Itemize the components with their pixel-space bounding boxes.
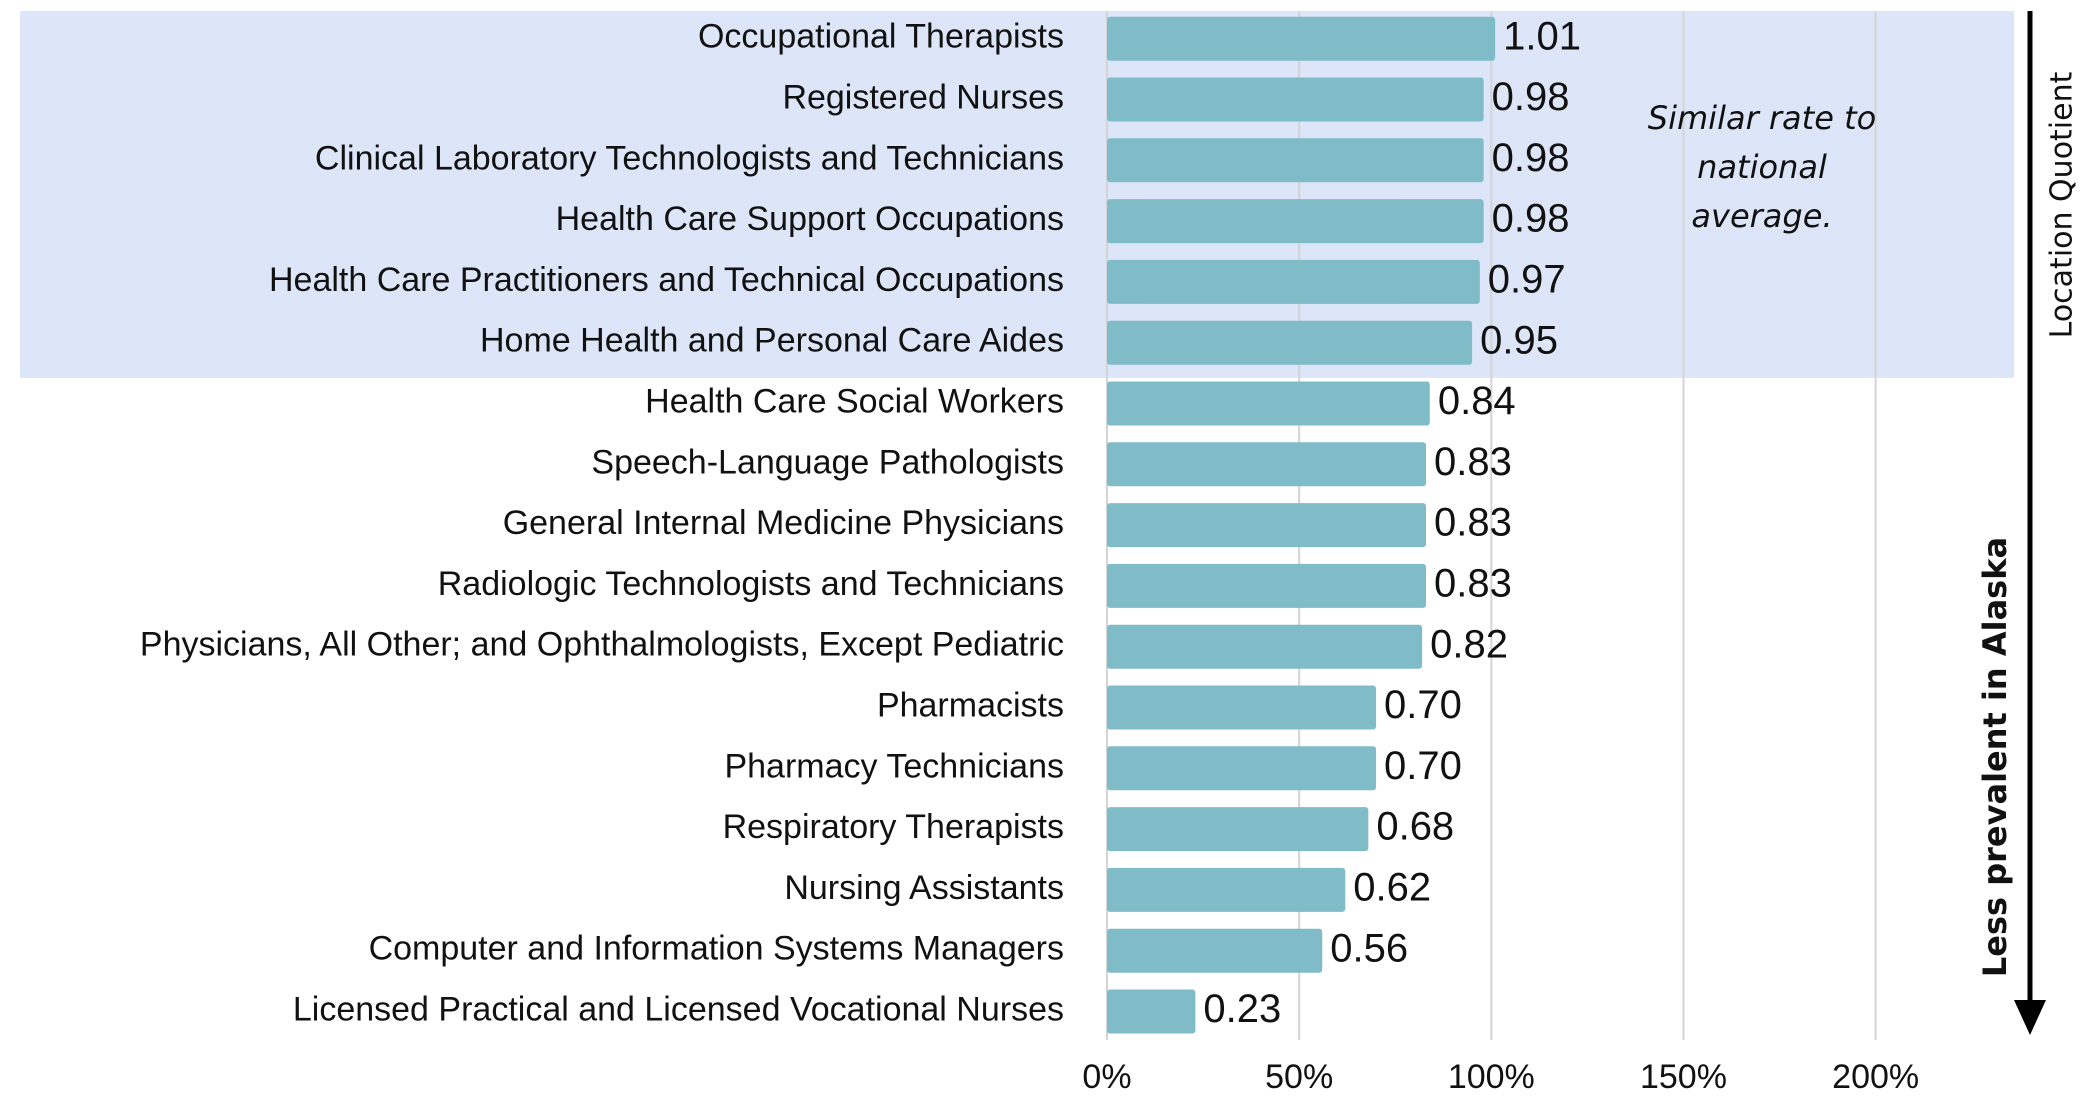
value-label: 0.84 [1438, 379, 1516, 423]
category-label: Health Care Support Occupations [556, 200, 1064, 238]
bar [1107, 320, 1473, 365]
category-label: Pharmacists [877, 686, 1064, 724]
bar [1107, 381, 1430, 426]
value-label: 0.83 [1434, 501, 1512, 545]
category-label: Speech-Language Pathologists [591, 443, 1064, 481]
category-label: Licensed Practical and Licensed Vocation… [293, 990, 1064, 1028]
category-label: Health Care Social Workers [645, 382, 1064, 420]
bar [1107, 259, 1480, 304]
value-label: 0.95 [1480, 318, 1558, 362]
value-label: 0.98 [1492, 75, 1570, 119]
value-label: 0.70 [1384, 683, 1462, 727]
value-label: 0.83 [1434, 440, 1512, 484]
value-label: 0.98 [1492, 136, 1570, 180]
value-label: 0.23 [1203, 987, 1281, 1031]
category-label: Pharmacy Technicians [724, 747, 1064, 785]
category-label: Nursing Assistants [784, 869, 1064, 907]
x-tick-label: 100% [1448, 1058, 1535, 1096]
bar [1107, 442, 1426, 487]
category-label: General Internal Medicine Physicians [503, 504, 1064, 542]
value-label: 0.98 [1492, 197, 1570, 241]
value-label: 0.97 [1488, 257, 1566, 301]
annotation: average. [1691, 197, 1832, 235]
bar [1107, 867, 1346, 912]
bar [1107, 503, 1426, 548]
annotation: national [1697, 148, 1827, 186]
bar [1107, 77, 1484, 122]
bar [1107, 624, 1423, 669]
category-label: Occupational Therapists [698, 18, 1064, 56]
bar [1107, 807, 1369, 852]
arrow-label: Less prevalent in Alaska [1976, 537, 2014, 977]
value-label: 0.70 [1384, 744, 1462, 788]
category-label: Computer and Information Systems Manager… [369, 930, 1064, 968]
value-label: 1.01 [1503, 14, 1581, 58]
bar [1107, 928, 1323, 973]
value-label: 0.68 [1376, 805, 1454, 849]
bar [1107, 563, 1426, 608]
value-label: 0.82 [1430, 622, 1508, 666]
value-label: 0.56 [1330, 926, 1408, 970]
x-tick-label: 0% [1082, 1058, 1131, 1096]
highlight-band [20, 11, 2014, 378]
category-label: Respiratory Therapists [723, 808, 1064, 846]
bar [1107, 989, 1196, 1034]
bar [1107, 685, 1377, 730]
value-label: 0.62 [1353, 865, 1431, 909]
category-label: Health Care Practitioners and Technical … [269, 261, 1064, 299]
category-label: Radiologic Technologists and Technicians [438, 565, 1064, 603]
category-label: Clinical Laboratory Technologists and Te… [315, 139, 1064, 177]
bar [1107, 138, 1484, 183]
x-tick-label: 50% [1265, 1058, 1333, 1096]
axis-note: Location Quotient [2045, 71, 2080, 338]
bar [1107, 746, 1377, 791]
category-label: Home Health and Personal Care Aides [480, 322, 1064, 360]
bar [1107, 199, 1484, 244]
category-label: Registered Nurses [782, 78, 1064, 116]
bar [1107, 16, 1496, 61]
category-label: Physicians, All Other; and Ophthalmologi… [140, 626, 1064, 664]
x-tick-label: 200% [1832, 1058, 1919, 1096]
x-tick-label: 150% [1640, 1058, 1727, 1096]
value-label: 0.83 [1434, 561, 1512, 605]
arrow-head [2014, 1000, 2046, 1035]
annotation: Similar rate to [1648, 99, 1876, 137]
